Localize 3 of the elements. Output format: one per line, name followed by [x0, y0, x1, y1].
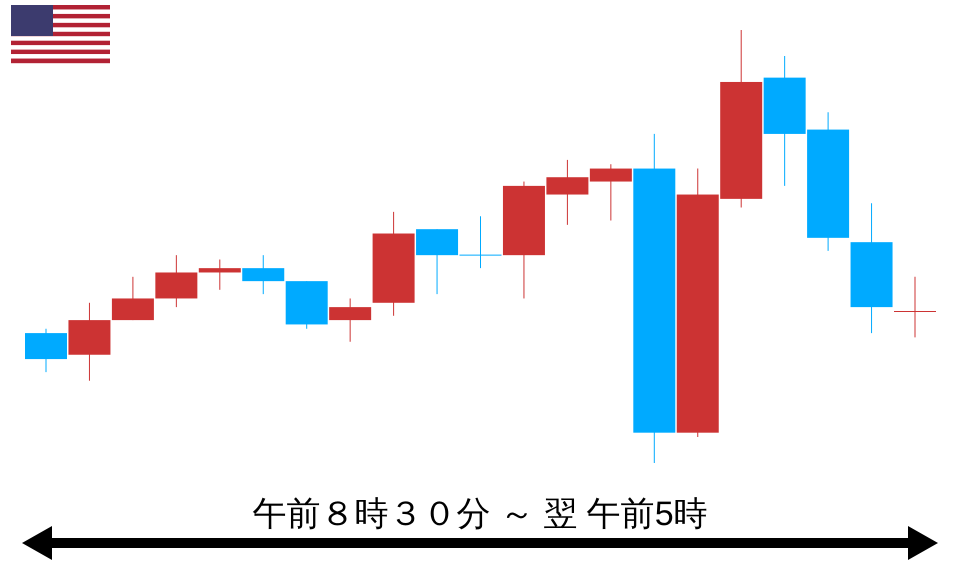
candlestick	[198, 258, 241, 290]
candlestick	[894, 276, 936, 338]
text: 午前８時３０分 ～ 翌 午前5時	[252, 495, 708, 533]
